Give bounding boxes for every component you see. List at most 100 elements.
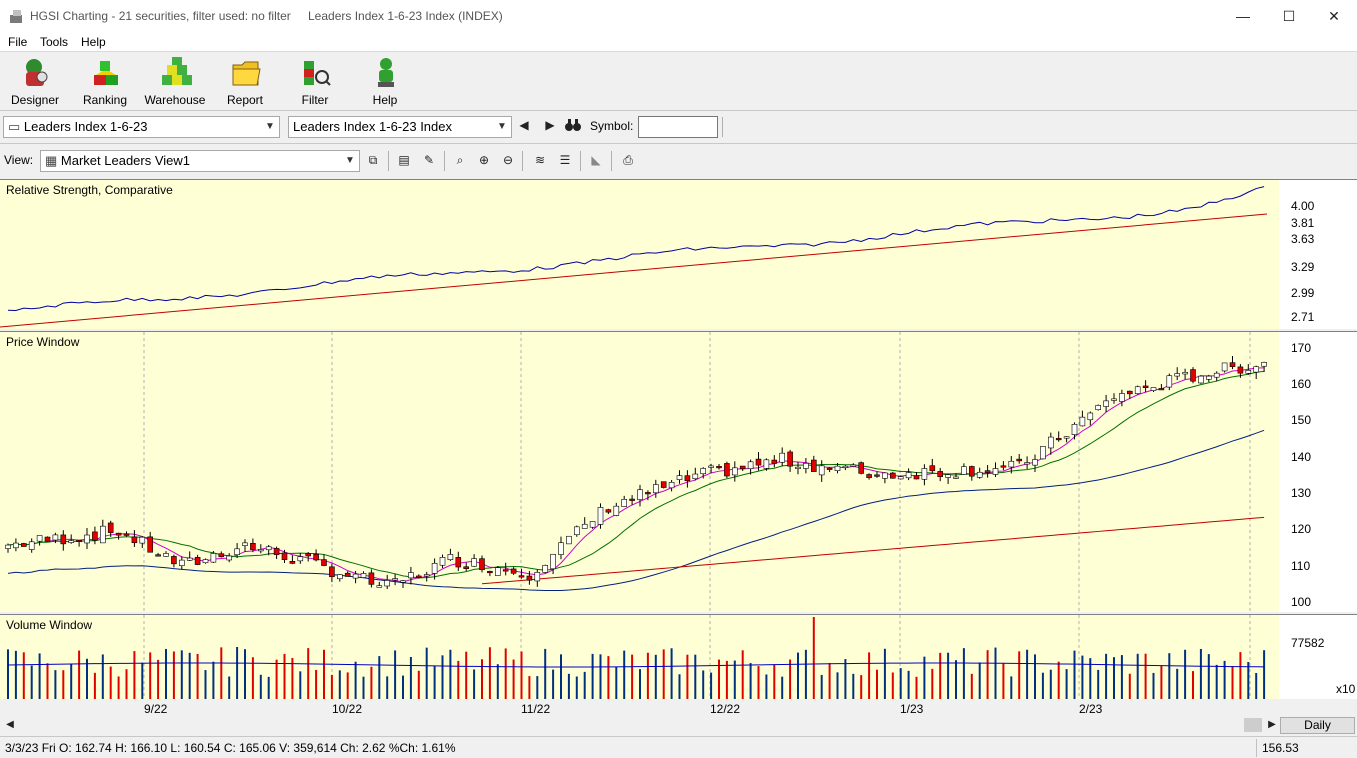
- rs-tick-label: 2.71: [1291, 310, 1315, 324]
- candle-body: [992, 468, 999, 475]
- zoom-out-icon[interactable]: ⊖: [502, 153, 514, 167]
- view-label: View:: [4, 153, 34, 167]
- relative-strength-line: [7, 186, 1265, 311]
- close-button[interactable]: ✕: [1328, 8, 1340, 24]
- candle-body: [818, 465, 825, 476]
- candle-body: [20, 543, 27, 547]
- next-arrow-icon[interactable]: ▶: [545, 118, 555, 132]
- previous-arrow-icon[interactable]: ◀: [519, 118, 529, 132]
- filter-button[interactable]: Filter: [282, 55, 348, 109]
- candle-body: [76, 539, 82, 542]
- magnify-icon[interactable]: ⌕: [456, 153, 464, 167]
- candle-body: [692, 473, 699, 480]
- candle-body: [163, 553, 169, 557]
- candle-body: [716, 466, 722, 469]
- price-tick-label: 170: [1291, 341, 1312, 355]
- horizontal-scrollbar-thumb[interactable]: [1244, 718, 1262, 732]
- candle-body: [1166, 375, 1173, 388]
- data-table-icon[interactable]: ☰: [559, 153, 571, 167]
- candle-body: [376, 585, 383, 588]
- candle-body: [810, 459, 817, 472]
- candle-body: [171, 556, 177, 565]
- candle-body: [858, 462, 865, 474]
- candle-body: [779, 452, 786, 463]
- menu-tools[interactable]: Tools: [40, 35, 69, 49]
- window-title: HGSI Charting - 21 securities, filter us…: [30, 9, 291, 23]
- price-tick-label: 150: [1291, 413, 1312, 427]
- minimize-button[interactable]: —: [1236, 8, 1250, 24]
- candle-body: [1024, 462, 1030, 465]
- main-toolbar: Designer Ranking Warehouse Report Filter…: [0, 53, 1357, 111]
- chevron-down-icon: ▼: [265, 121, 275, 132]
- candle-body: [194, 557, 201, 565]
- candle-body: [984, 470, 991, 473]
- report-button[interactable]: Report: [212, 55, 278, 109]
- scroll-left-icon[interactable]: ◀: [6, 719, 14, 730]
- view-options-icon[interactable]: ⧉: [368, 153, 378, 167]
- candle-body: [676, 475, 683, 480]
- candle-body: [763, 459, 770, 469]
- scroll-right-icon[interactable]: ▶: [1268, 719, 1276, 730]
- relative-strength-chart: [0, 186, 1268, 328]
- ranking-label: Ranking: [82, 93, 128, 107]
- chart-settings-icon[interactable]: ▤: [398, 153, 410, 167]
- candle-body: [747, 461, 754, 470]
- designer-button[interactable]: Designer: [2, 55, 68, 109]
- candle-body: [1127, 390, 1133, 395]
- rs-tick-label: 4.00: [1291, 199, 1315, 213]
- candle-body: [455, 557, 462, 568]
- relative-strength-average-line: [0, 213, 1268, 328]
- ranking-button[interactable]: Ranking: [72, 55, 138, 109]
- indicators-icon[interactable]: ≋: [534, 153, 546, 167]
- candle-body: [771, 459, 778, 464]
- relative-strength-title: Relative Strength, Comparative: [6, 183, 173, 197]
- print-icon[interactable]: ⎙: [623, 153, 633, 167]
- candle-body: [1198, 375, 1204, 384]
- candle-body: [621, 499, 628, 507]
- view-row: View: ▦ Market Leaders View1 ▼ ⧉ ▤ ✎ ⌕ ⊕…: [0, 145, 1357, 179]
- help-button[interactable]: Help: [352, 55, 418, 109]
- warehouse-icon: [162, 57, 192, 85]
- view-dropdown[interactable]: ▦ Market Leaders View1 ▼: [40, 150, 360, 172]
- candle-body: [708, 465, 714, 468]
- candle-body: [1213, 372, 1220, 378]
- horizontal-scrollbar-track[interactable]: [20, 719, 1242, 731]
- menu-help[interactable]: Help: [81, 35, 106, 49]
- security-dropdown[interactable]: Leaders Index 1-6-23 Index ▼: [288, 116, 512, 138]
- candle-body: [1229, 362, 1236, 367]
- candle-body: [1000, 465, 1007, 468]
- date-tick-label: 12/22: [710, 702, 741, 716]
- selector-row: ▭ Leaders Index 1-6-23 ▼ Leaders Index 1…: [0, 112, 1357, 144]
- candle-body: [787, 451, 793, 467]
- chart-edit-icon[interactable]: ✎: [423, 153, 435, 167]
- candle-body: [1119, 393, 1125, 402]
- candle-body: [518, 575, 525, 578]
- candle-body: [321, 559, 327, 566]
- candle-body: [305, 553, 312, 557]
- symbol-label: Symbol:: [590, 119, 634, 133]
- candle-body: [360, 573, 367, 578]
- binoculars-icon[interactable]: [563, 115, 583, 135]
- price-tick-label: 130: [1291, 486, 1312, 500]
- title-bar: HGSI Charting - 21 securities, filter us…: [0, 0, 1357, 32]
- zoom-in-icon[interactable]: ⊕: [478, 153, 490, 167]
- candle-body: [115, 532, 122, 536]
- list-dropdown[interactable]: ▭ Leaders Index 1-6-23 ▼: [3, 116, 280, 138]
- candle-body: [882, 472, 888, 479]
- candle-body: [202, 559, 209, 564]
- symbol-input[interactable]: [638, 116, 718, 138]
- rs-tick-label: 3.29: [1291, 260, 1315, 274]
- candle-body: [289, 561, 296, 564]
- moving-average-line: [7, 367, 1265, 583]
- candle-body: [731, 467, 738, 476]
- candle-body: [36, 535, 43, 542]
- menu-file[interactable]: File: [8, 35, 28, 49]
- candle-body: [68, 540, 74, 543]
- designer-label: Designer: [10, 93, 60, 107]
- daily-button[interactable]: Daily: [1280, 717, 1355, 734]
- draw-tool-icon[interactable]: ◣: [591, 153, 601, 167]
- candle-body: [510, 568, 517, 574]
- candle-body: [1055, 438, 1062, 441]
- maximize-button[interactable]: ☐: [1282, 8, 1296, 24]
- warehouse-button[interactable]: Warehouse: [142, 55, 208, 109]
